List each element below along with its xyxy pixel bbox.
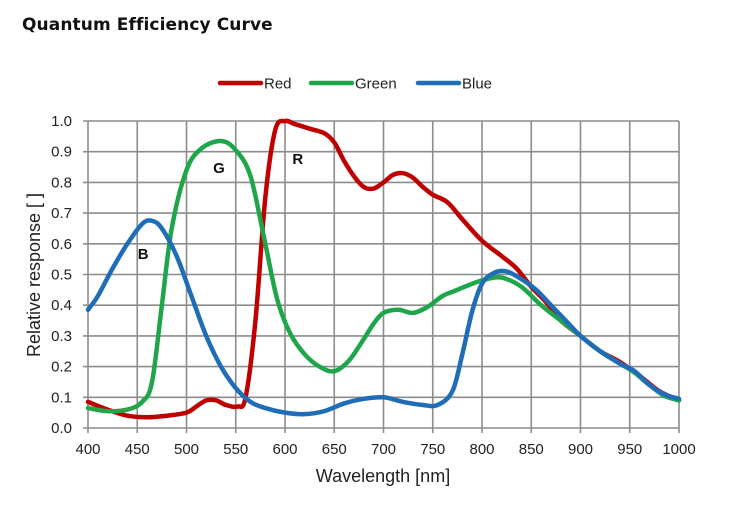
x-tick-label: 950: [617, 441, 642, 458]
legend-item-red: Red: [217, 76, 292, 93]
x-tick-label: 800: [469, 441, 494, 458]
x-tick-label: 500: [174, 441, 199, 458]
chart-title: Quantum Efficiency Curve: [22, 15, 273, 35]
y-tick-label: 1.0: [51, 113, 72, 130]
x-tick-label: 550: [223, 441, 248, 458]
y-axis-title: Relative response [ ]: [24, 193, 44, 357]
x-tick-label: 650: [322, 441, 347, 458]
curve-labels: R G B: [138, 151, 304, 263]
legend-label: Red: [264, 76, 292, 93]
curve-label-green: G: [213, 160, 225, 177]
y-tick-label: 0.9: [51, 144, 72, 161]
grid: [83, 120, 680, 433]
legend-item-blue: Blue: [415, 76, 492, 93]
y-tick-label: 0.2: [51, 359, 72, 376]
legend-item-green: Green: [308, 76, 397, 93]
legend-label: Green: [355, 76, 397, 93]
y-tick-label: 0.5: [51, 267, 72, 284]
y-tick-label: 0.3: [51, 328, 72, 345]
y-tick-label: 0.4: [51, 297, 72, 314]
y-axis: 0.0 0.1 0.2 0.3 0.4 0.5 0.6 0.7 0.8 0.9 1.0: [51, 113, 72, 437]
x-tick-label: 600: [272, 441, 297, 458]
y-tick-label: 0.1: [51, 389, 72, 406]
x-tick-label: 850: [519, 441, 544, 458]
y-tick-label: 0.8: [51, 174, 72, 191]
x-tick-label: 700: [371, 441, 396, 458]
legend: Red Green Blue: [217, 76, 492, 93]
x-axis: 400 450 500 550 600 650 700 750 800 850 900 950 1000: [75, 441, 695, 458]
curve-label-red: R: [292, 151, 303, 168]
y-tick-label: 0.7: [51, 205, 72, 222]
legend-label: Blue: [462, 76, 492, 93]
x-tick-label: 450: [125, 441, 150, 458]
x-tick-label: 1000: [662, 441, 695, 458]
x-axis-title: Wavelength [nm]: [316, 466, 450, 486]
y-tick-label: 0.6: [51, 236, 72, 253]
series-line-blue: [85, 218, 682, 417]
curve-label-blue: B: [138, 246, 149, 263]
x-tick-label: 900: [568, 441, 593, 458]
series-lines: [85, 118, 682, 420]
x-tick-label: 400: [75, 441, 100, 458]
x-tick-label: 750: [420, 441, 445, 458]
y-tick-label: 0.0: [51, 420, 72, 437]
